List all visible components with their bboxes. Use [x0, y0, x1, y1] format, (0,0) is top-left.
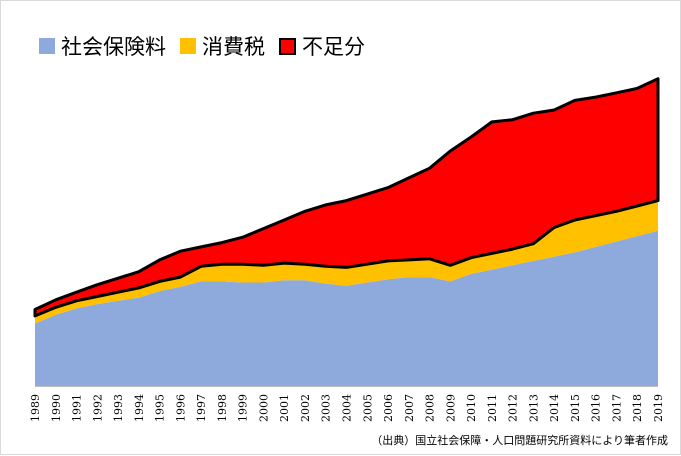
legend-label-consumption-tax: 消費税	[202, 35, 265, 59]
x-tick-label: 2011	[486, 394, 499, 422]
x-tick-label: 1991	[71, 394, 84, 422]
x-tick-label: 2012	[507, 394, 520, 422]
x-tick-label: 2003	[320, 394, 333, 422]
x-tick-label: 2009	[444, 394, 457, 422]
x-tick-label: 2019	[652, 394, 665, 422]
x-tick-label: 2015	[569, 394, 582, 422]
x-tick-label: 2000	[257, 394, 270, 422]
legend-swatch-consumption-tax	[180, 38, 196, 54]
x-tick-label: 1998	[216, 394, 229, 422]
x-tick-label: 2017	[610, 394, 623, 422]
legend: 社会保険料 消費税 不足分	[39, 31, 365, 61]
area-social-insurance	[35, 230, 658, 386]
legend-item-consumption-tax: 消費税	[180, 31, 265, 61]
x-tick-label: 2004	[341, 394, 354, 422]
x-tick-label: 1996	[174, 394, 187, 422]
x-tick-label: 2016	[590, 394, 603, 422]
x-tick-label: 1994	[133, 394, 146, 422]
x-tick-label: 2014	[548, 394, 561, 422]
legend-swatch-social-insurance	[39, 38, 55, 54]
x-tick-label: 1990	[50, 394, 63, 422]
legend-item-shortfall: 不足分	[279, 31, 365, 61]
legend-swatch-shortfall	[279, 37, 296, 55]
x-tick-label: 2007	[403, 394, 416, 422]
area-shortfall	[33, 77, 660, 318]
x-tick-label: 1993	[112, 394, 125, 422]
x-tick-label: 1992	[91, 394, 104, 422]
x-tick-label: 1995	[154, 394, 167, 422]
x-tick-label: 2001	[278, 394, 291, 422]
x-tick-label: 1999	[237, 394, 250, 422]
x-tick-label: 2006	[382, 394, 395, 422]
x-tick-label: 2005	[361, 394, 374, 422]
x-tick-label: 1997	[195, 394, 208, 422]
source-note: （出典）国立社会保障・人口問題研究所資料により筆者作成	[371, 434, 668, 447]
x-tick-label: 2018	[631, 394, 644, 422]
x-tick-label: 2013	[527, 394, 540, 422]
x-tick-label: 2002	[299, 394, 312, 422]
x-tick-label: 1989	[29, 394, 42, 422]
legend-label-shortfall: 不足分	[302, 35, 365, 59]
legend-item-social-insurance: 社会保険料	[39, 31, 166, 61]
x-tick-label: 2008	[424, 394, 437, 422]
legend-label-social-insurance: 社会保険料	[61, 35, 166, 59]
x-tick-label: 2010	[465, 394, 478, 422]
